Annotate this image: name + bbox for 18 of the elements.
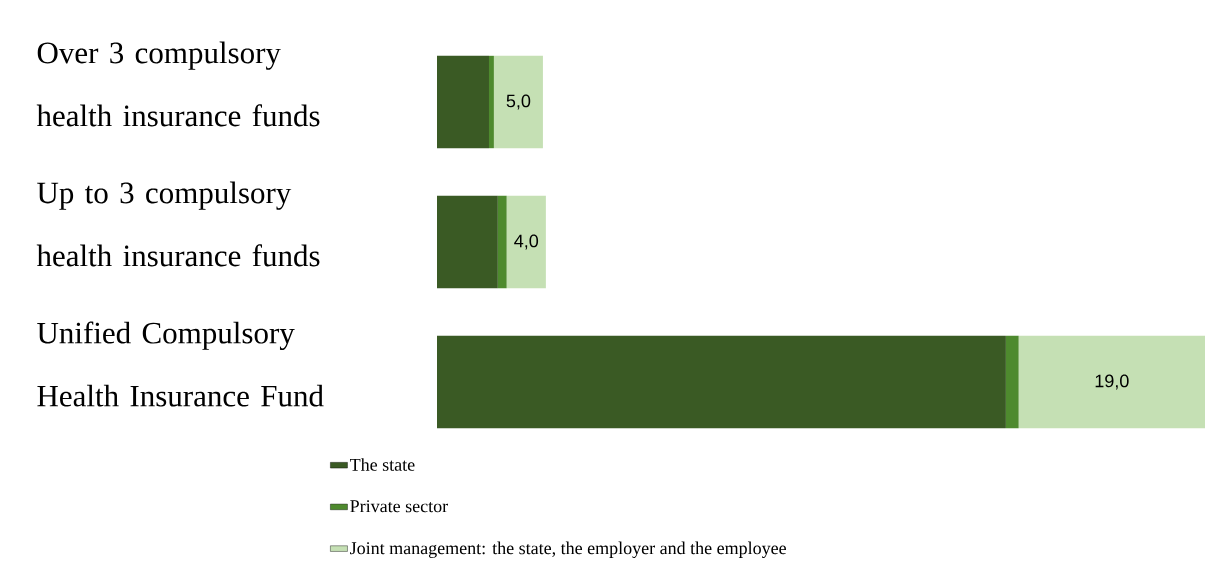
bar — [437, 335, 1006, 429]
bar — [1018, 335, 1206, 429]
y-tick-label: Over 3 compulsory health insurance funds — [36, 41, 320, 127]
y-tick-label: Up to 3 compulsory health insurance funds — [36, 181, 320, 267]
bar — [497, 195, 507, 289]
bar — [437, 195, 498, 289]
bar — [493, 55, 543, 149]
legend-label: Joint management: the state, the employer and the employee — [350, 541, 786, 558]
bar — [1005, 335, 1019, 429]
data-label: 5,0 — [506, 94, 531, 110]
bar — [506, 195, 546, 289]
legend-label: The state — [350, 458, 415, 471]
data-label: 19,0 — [1095, 374, 1129, 390]
bar — [437, 55, 489, 149]
data-label: 4,0 — [514, 234, 539, 250]
y-tick-label: Unified Compulsory Health Insurance Fund — [37, 321, 324, 407]
legend-label: Private sector — [350, 500, 448, 513]
bar — [488, 55, 494, 149]
